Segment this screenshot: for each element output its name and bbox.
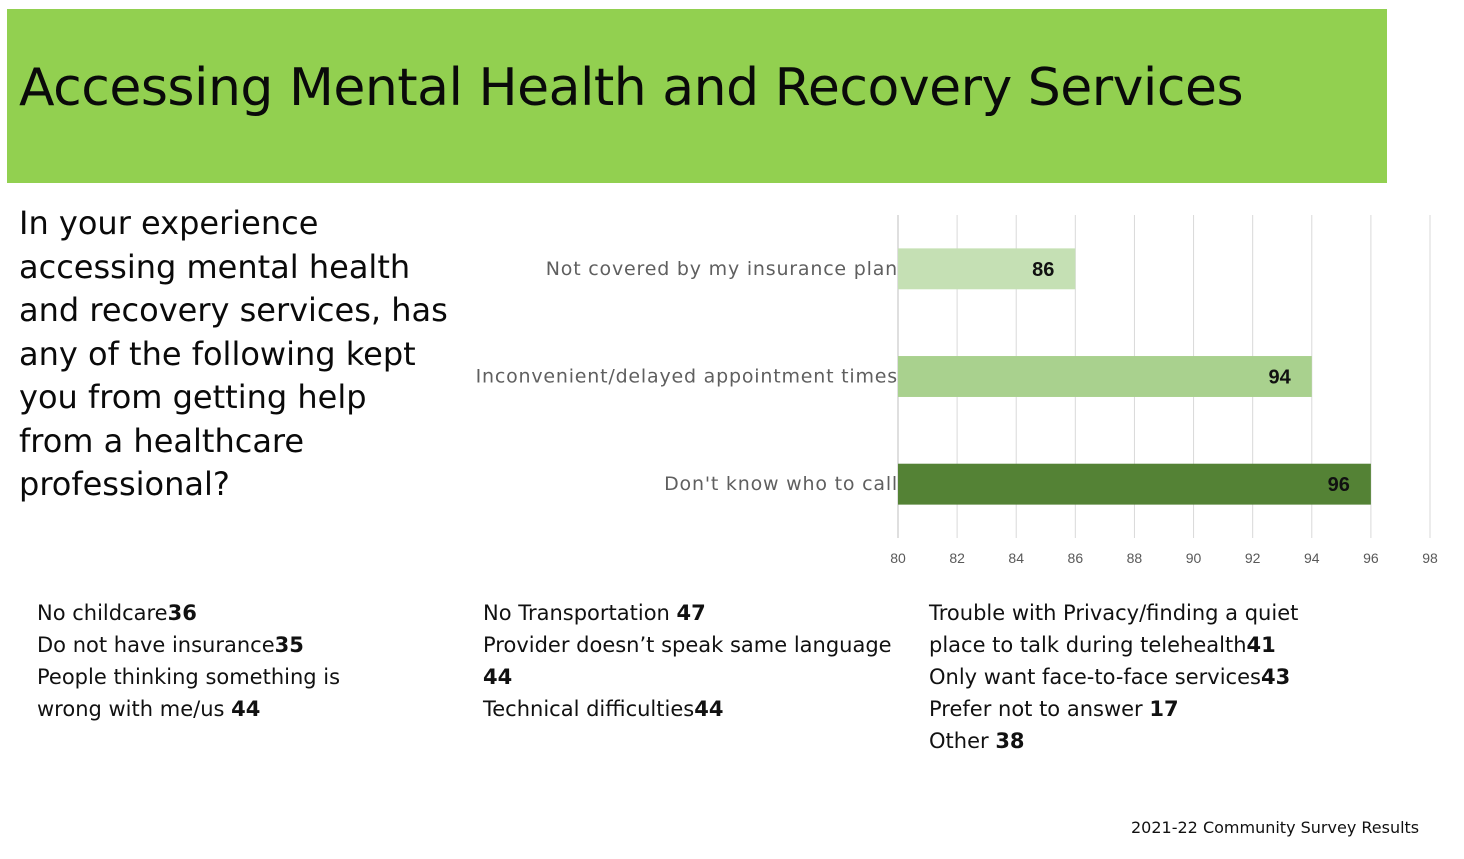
x-tick-label: 98	[1422, 550, 1438, 566]
x-tick-label: 88	[1127, 550, 1143, 566]
x-tick-label: 84	[1008, 550, 1024, 566]
bar	[898, 248, 1076, 290]
x-tick-label: 96	[1363, 550, 1379, 566]
response-item: Prefer not to answer 17	[929, 697, 1179, 721]
response-item: Other 38	[929, 729, 1025, 753]
response-item: Only want face-to-face services43	[929, 665, 1291, 689]
bar-chart: Not covered by my insurance plan 86 Inconv…	[476, 215, 1438, 566]
response-item: Do not have insurance35	[37, 633, 304, 657]
response-item: No Transportation 47	[483, 601, 706, 625]
bar	[898, 463, 1371, 505]
category-label: Inconvenient/delayed appointment times	[476, 366, 898, 388]
other-responses-col-3: Trouble with Privacy/finding a quiet pla…	[929, 597, 1349, 757]
title-bar	[7, 9, 1387, 183]
data-label: 94	[1269, 367, 1292, 389]
footer-source: 2021-22 Community Survey Results	[1131, 818, 1420, 837]
x-tick-label: 80	[890, 550, 906, 566]
slide-title: Accessing Mental Health and Recovery Ser…	[19, 58, 1244, 118]
category-label: Don't know who to call	[664, 473, 898, 495]
response-item: Trouble with Privacy/finding a quiet pla…	[929, 601, 1299, 657]
response-item: No childcare36	[37, 601, 197, 625]
other-responses-col-1: No childcare36 Do not have insurance35 P…	[37, 597, 382, 725]
response-item: Technical difficulties44	[483, 697, 724, 721]
x-tick-label: 82	[949, 550, 965, 566]
x-tick-label: 86	[1068, 550, 1084, 566]
x-tick-label: 92	[1245, 550, 1261, 566]
data-label: 86	[1032, 259, 1054, 281]
other-responses-col-2: No Transportation 47 Provider doesn’t sp…	[483, 597, 908, 725]
response-item: People thinking something is wrong with …	[37, 665, 341, 721]
x-tick-label: 90	[1186, 550, 1202, 566]
response-item: Provider doesn’t speak same language 44	[483, 633, 892, 689]
survey-question: In your experience accessing mental heal…	[19, 204, 448, 503]
bar	[898, 356, 1312, 397]
data-label: 96	[1328, 474, 1350, 496]
category-label: Not covered by my insurance plan	[546, 258, 898, 280]
x-tick-label: 94	[1304, 550, 1320, 566]
